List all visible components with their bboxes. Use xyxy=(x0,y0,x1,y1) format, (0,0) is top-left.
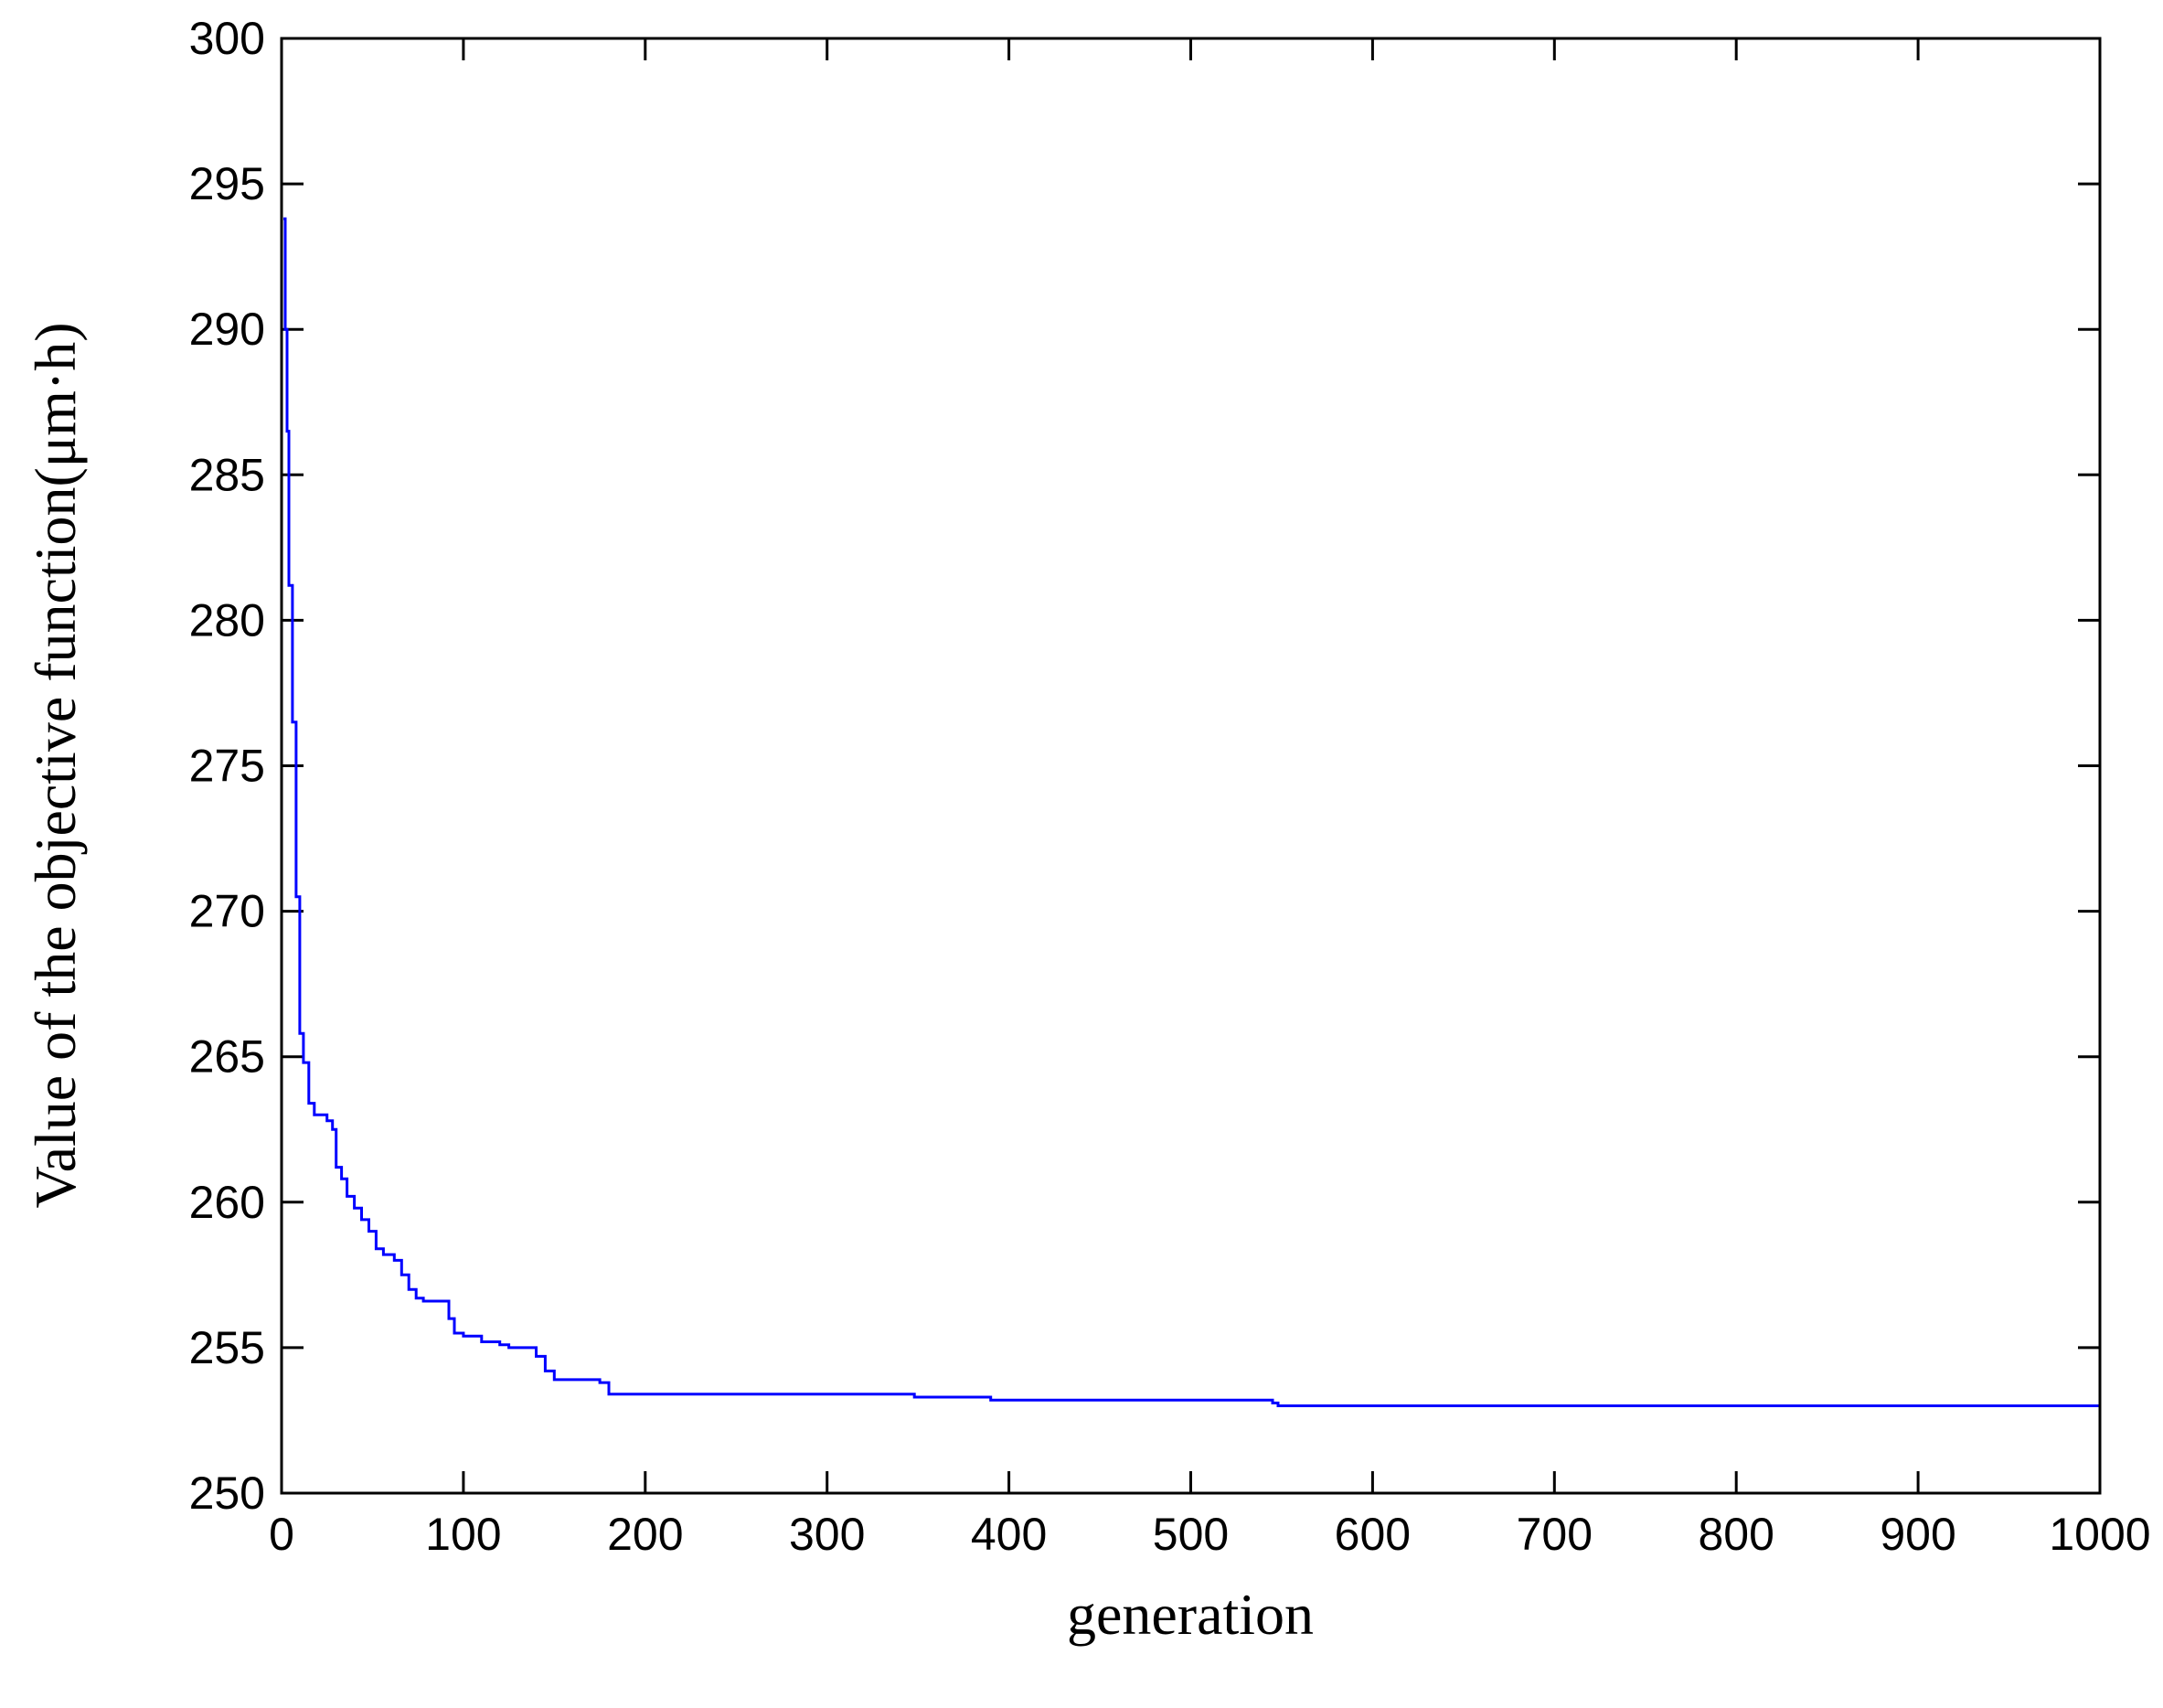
y-tick-label: 280 xyxy=(189,594,265,646)
y-tick-label: 270 xyxy=(189,886,265,937)
x-tick-label: 0 xyxy=(269,1509,294,1560)
y-tick-label: 300 xyxy=(189,13,265,64)
x-tick-label: 500 xyxy=(1153,1509,1229,1560)
x-tick-label: 100 xyxy=(425,1509,501,1560)
y-tick-label: 275 xyxy=(189,741,265,792)
x-tick-label: 600 xyxy=(1335,1509,1411,1560)
x-axis-title: generation xyxy=(1067,1582,1314,1647)
x-tick-label: 300 xyxy=(789,1509,865,1560)
x-tick-label: 200 xyxy=(607,1509,683,1560)
x-tick-label: 900 xyxy=(1880,1509,1955,1560)
y-tick-label: 250 xyxy=(189,1468,265,1519)
y-axis-title: Value of the objective function(μm·h) xyxy=(23,322,88,1208)
x-tick-label: 400 xyxy=(971,1509,1047,1560)
y-tick-label: 285 xyxy=(189,449,265,500)
x-tick-label: 800 xyxy=(1698,1509,1774,1560)
y-tick-label: 295 xyxy=(189,158,265,209)
y-tick-label: 260 xyxy=(189,1177,265,1228)
y-tick-label: 255 xyxy=(189,1322,265,1373)
tick-labels: 0 100 200 300 400 500 600 700 800 900 1000 250 255 26… xyxy=(189,13,2151,1560)
y-tick-label: 265 xyxy=(189,1031,265,1083)
y-tick-label: 290 xyxy=(189,304,265,355)
plot-frame xyxy=(280,37,2102,1495)
series-line xyxy=(283,217,2100,1407)
x-tick-label: 1000 xyxy=(2049,1509,2150,1560)
x-tick-label: 700 xyxy=(1517,1509,1593,1560)
plot-background xyxy=(282,38,2100,1493)
